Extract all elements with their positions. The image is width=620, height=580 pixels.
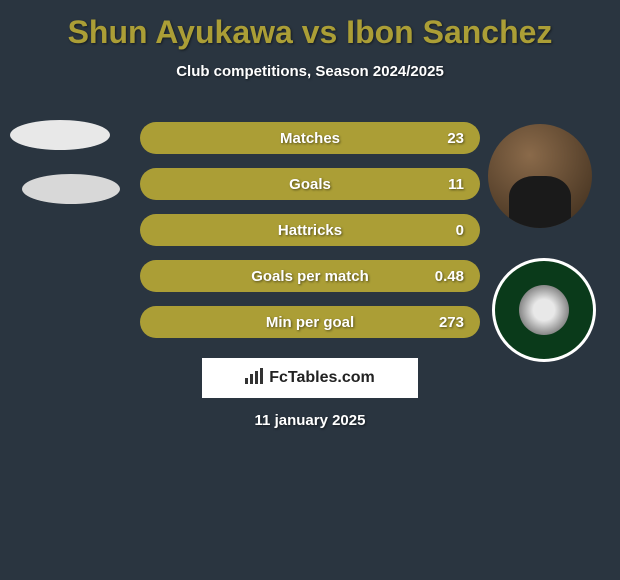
player1-avatar [10, 120, 110, 150]
stat-label: Goals per match [251, 268, 369, 285]
eagle-icon [519, 285, 569, 335]
player2-club-badge [492, 258, 596, 362]
branding-box[interactable]: FcTables.com [202, 358, 418, 398]
stat-value: 11 [448, 176, 464, 193]
date-text: 11 january 2025 [255, 412, 366, 429]
branding-text: FcTables.com [269, 369, 375, 387]
stat-bar-min-per-goal: Min per goal 273 [140, 306, 480, 338]
stat-bar-goals: Goals 11 [140, 168, 480, 200]
stat-value: 23 [447, 130, 464, 147]
stat-bar-goals-per-match: Goals per match 0.48 [140, 260, 480, 292]
stat-bar-hattricks: Hattricks 0 [140, 214, 480, 246]
stat-bar-matches: Matches 23 [140, 122, 480, 154]
stat-label: Hattricks [278, 222, 342, 239]
stat-value: 0.48 [435, 268, 464, 285]
page-title: Shun Ayukawa vs Ibon Sanchez [0, 0, 620, 51]
stat-label: Matches [280, 130, 340, 147]
player2-avatar [488, 124, 592, 228]
stat-value: 273 [439, 314, 464, 331]
player1-club-badge [22, 174, 120, 204]
stat-value: 0 [456, 222, 464, 239]
chart-icon [245, 368, 265, 389]
stat-label: Min per goal [266, 314, 354, 331]
subtitle: Club competitions, Season 2024/2025 [0, 63, 620, 80]
stats-container: Matches 23 Goals 11 Hattricks 0 Goals pe… [140, 122, 480, 352]
stat-label: Goals [289, 176, 331, 193]
